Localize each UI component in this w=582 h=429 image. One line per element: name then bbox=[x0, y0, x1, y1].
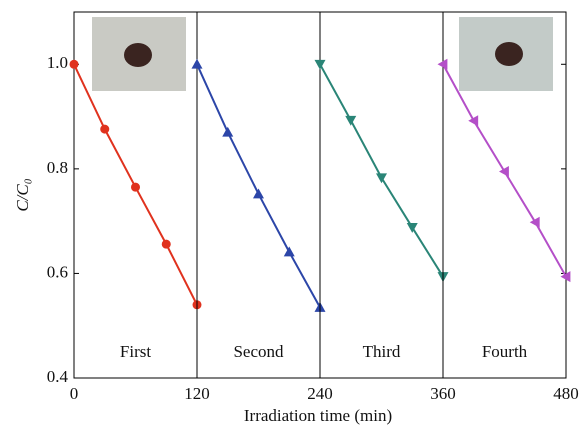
marker bbox=[131, 182, 140, 192]
x-axis-label: Irradiation time (min) bbox=[244, 406, 392, 425]
y-axis-label: C/C₀ bbox=[13, 178, 32, 211]
marker bbox=[69, 59, 79, 69]
segment-label: First bbox=[120, 342, 151, 361]
inset-photo-1 bbox=[92, 17, 186, 91]
marker bbox=[560, 271, 571, 283]
x-tick-label: 480 bbox=[553, 384, 579, 403]
marker bbox=[406, 223, 418, 233]
x-tick-label: 120 bbox=[184, 384, 210, 403]
marker bbox=[529, 216, 540, 228]
marker bbox=[161, 239, 171, 249]
marker bbox=[376, 173, 387, 184]
segment-label: Third bbox=[363, 342, 401, 361]
marker bbox=[499, 165, 509, 177]
marker bbox=[314, 59, 326, 70]
y-tick-label: 0.4 bbox=[47, 367, 69, 386]
marker bbox=[437, 58, 448, 70]
marker bbox=[222, 126, 234, 137]
x-tick-label: 360 bbox=[430, 384, 456, 403]
series-line bbox=[319, 63, 444, 278]
segment-label: Second bbox=[233, 342, 284, 361]
marker bbox=[345, 115, 357, 126]
y-tick-label: 0.8 bbox=[47, 158, 68, 177]
marker bbox=[100, 124, 110, 134]
segment-label: Fourth bbox=[482, 342, 528, 361]
x-tick-label: 0 bbox=[70, 384, 79, 403]
marker bbox=[191, 58, 203, 69]
y-tick-label: 1.0 bbox=[47, 53, 68, 72]
inset-photo-2 bbox=[459, 17, 553, 91]
x-tick-label: 240 bbox=[307, 384, 333, 403]
marker bbox=[283, 246, 295, 257]
series-line bbox=[196, 63, 321, 308]
marker bbox=[468, 115, 479, 127]
y-tick-label: 0.6 bbox=[47, 262, 68, 281]
marker bbox=[253, 188, 264, 199]
